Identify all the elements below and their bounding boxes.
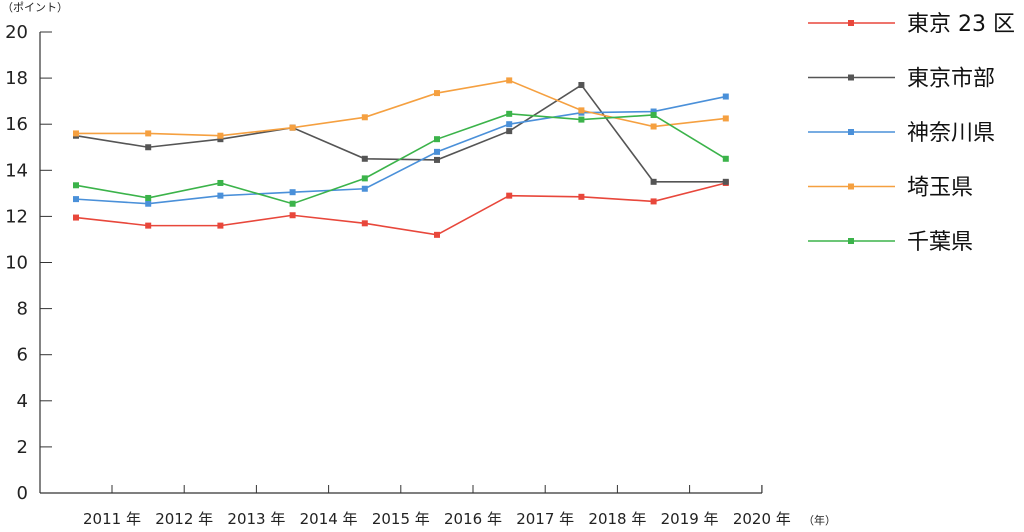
data-point: [506, 110, 513, 117]
data-point: [434, 90, 440, 97]
y-tick-label: 6: [17, 345, 28, 366]
legend-label: 千葉県: [907, 230, 973, 255]
legend-marker: [848, 238, 854, 244]
data-point: [361, 114, 368, 121]
data-point: [722, 115, 729, 122]
data-point: [73, 196, 79, 203]
y-tick-label: 20: [5, 22, 28, 43]
data-point: [722, 178, 729, 185]
legend-marker: [848, 129, 854, 135]
legend-item: 埼玉県: [808, 176, 973, 201]
series-5: [73, 110, 729, 207]
x-tick-label: 2015 年: [372, 510, 430, 528]
series-line: [75, 113, 727, 205]
data-point: [361, 185, 368, 192]
x-tick-label: 2018 年: [588, 510, 646, 528]
x-tick-label: 2013 年: [227, 510, 285, 528]
data-point: [145, 194, 152, 201]
y-tick-label: 16: [5, 114, 28, 135]
data-point: [578, 82, 585, 89]
data-point: [73, 130, 79, 137]
data-point: [578, 193, 585, 200]
data-point: [361, 155, 368, 162]
data-point: [434, 156, 440, 163]
data-point: [73, 182, 79, 189]
data-point: [217, 192, 224, 199]
y-tick-label: 14: [5, 160, 28, 181]
y-tick-label: 8: [17, 299, 28, 320]
x-unit-label: （年）: [803, 513, 836, 527]
y-tick-label: 2: [17, 437, 28, 458]
legend-item: 東京市部: [808, 67, 995, 92]
legend-label: 東京 23 区: [907, 12, 1015, 37]
x-tick-group: 2011 年 2012 年 2013 年 2014 年 2015 年 2016 年 2017…: [83, 485, 791, 528]
data-point: [578, 107, 585, 114]
series-1: [73, 179, 729, 238]
data-point: [289, 189, 296, 196]
x-tick-label: 2012 年: [155, 510, 213, 528]
series-4: [73, 77, 729, 139]
data-point: [289, 124, 296, 131]
x-tick-label: 2017 年: [516, 510, 574, 528]
data-point: [434, 148, 440, 155]
y-tick-label: 0: [17, 483, 28, 504]
data-point: [650, 108, 657, 115]
legend-item: 千葉県: [808, 230, 973, 255]
data-point: [650, 123, 657, 130]
y-tick-group: 0 2 4 6 8 10 12 14 16 18 20: [5, 22, 52, 504]
y-tick-label: 4: [17, 391, 28, 412]
series-line: [76, 79, 726, 137]
legend-marker: [848, 74, 854, 81]
y-tick-label: 10: [5, 253, 28, 274]
legend-label: 神奈川県: [907, 121, 995, 146]
data-point: [506, 128, 513, 135]
legend-label: 埼玉県: [907, 176, 973, 201]
x-tick-label: 2014 年: [300, 510, 358, 528]
data-point: [722, 93, 729, 100]
y-tick-label: 12: [5, 206, 28, 227]
data-point: [650, 178, 657, 185]
legend-label: 東京市部: [907, 67, 995, 92]
data-point: [434, 231, 440, 238]
data-point: [289, 212, 296, 219]
data-point: [650, 198, 657, 205]
data-point: [506, 121, 513, 128]
legend-marker: [848, 20, 854, 26]
data-point: [73, 214, 79, 221]
data-point: [145, 200, 152, 207]
x-tick-label: 2016 年: [444, 510, 502, 528]
x-tick-label: 2019 年: [661, 510, 719, 528]
y-tick-label: 18: [5, 68, 28, 89]
data-point: [217, 179, 224, 186]
data-point: [145, 222, 152, 229]
x-tick-label: 2020 年: [733, 510, 791, 528]
data-point: [217, 132, 224, 139]
data-point: [361, 220, 368, 227]
data-point: [289, 200, 296, 207]
data-point: [434, 136, 440, 143]
data-point: [217, 136, 224, 143]
data-point: [578, 116, 585, 123]
series-line: [75, 182, 726, 236]
series-line: [75, 95, 726, 205]
legend-marker: [848, 183, 854, 190]
data-point: [506, 192, 513, 199]
data-point: [506, 77, 513, 84]
data-point: [361, 175, 368, 182]
series-line: [75, 83, 726, 183]
y-unit-label: （ポイント）: [2, 1, 68, 14]
x-tick-label: 2011 年: [83, 510, 141, 528]
data-point: [217, 222, 224, 229]
series-group: [73, 77, 729, 238]
data-point: [722, 155, 729, 162]
data-point: [650, 111, 657, 118]
legend-item: 東京 23 区: [808, 12, 1015, 37]
legend-item: 神奈川県: [808, 121, 995, 146]
data-point: [145, 144, 152, 151]
data-point: [145, 130, 152, 137]
